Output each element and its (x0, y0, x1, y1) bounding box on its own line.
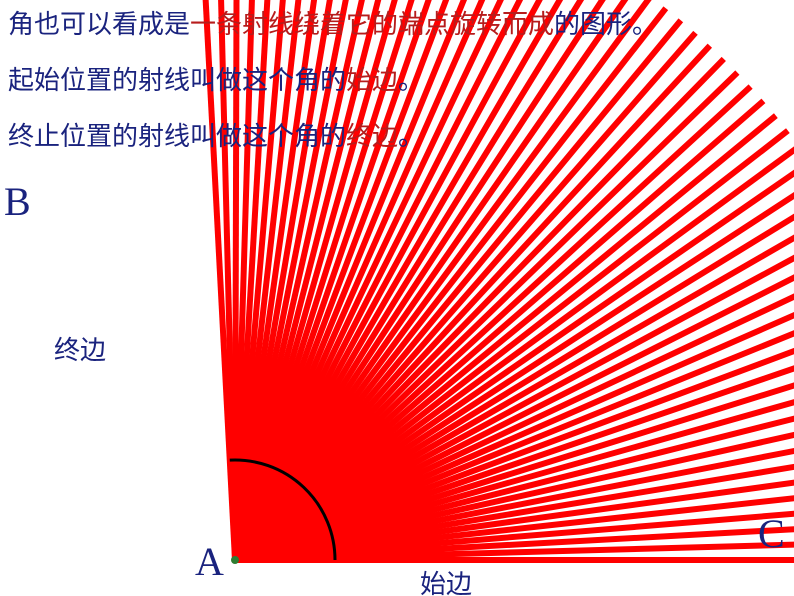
ray-fan (0, 0, 794, 596)
vertex-dot (231, 556, 239, 564)
diagram-stage: 角也可以看成是一条射线绕着它的端点旋转而成的图形。 起始位置的射线叫做这个角的始… (0, 0, 794, 596)
